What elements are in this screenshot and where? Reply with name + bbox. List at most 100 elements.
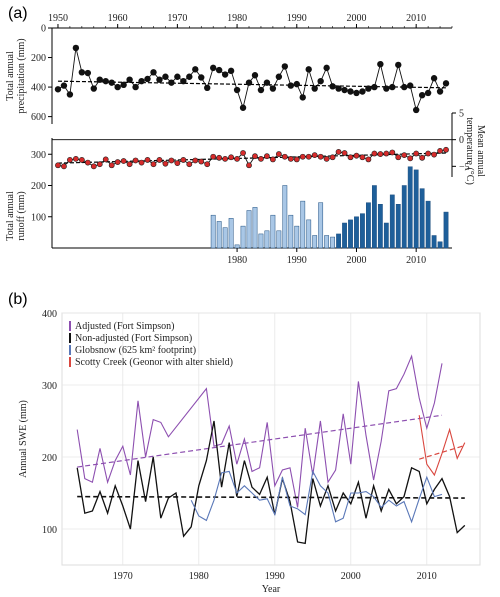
temp-point <box>246 162 252 169</box>
temp-point <box>419 154 426 161</box>
swe-legend-label: Non-adjusted (Fort Simpson) <box>75 333 192 344</box>
precip-point <box>401 83 408 91</box>
temp-point <box>108 162 115 169</box>
temp-point <box>210 153 217 160</box>
temp-point <box>72 155 79 162</box>
runoff-bar <box>252 207 258 249</box>
runoff-bar <box>413 169 419 249</box>
precip-point <box>263 79 271 86</box>
precip-point <box>54 86 62 93</box>
panel-b-label: (b) <box>8 291 28 308</box>
precip-point <box>436 88 444 95</box>
temp-point <box>329 154 336 161</box>
runoff-bar <box>270 214 276 249</box>
precip-point <box>84 69 92 77</box>
temp-point <box>317 153 324 160</box>
temp-point <box>216 154 223 161</box>
swe-y-tick-label: 100 <box>42 525 57 536</box>
swe-legend-label: Scotty Creek (Geonor with alter shield) <box>75 357 233 368</box>
swe-series-line <box>76 354 443 508</box>
precip-point <box>162 73 169 80</box>
swe-legend-label: Adjusted (Fort Simpson) <box>75 321 174 332</box>
swe-series-line <box>76 420 466 545</box>
temp-point <box>120 158 127 164</box>
precip-x-tick-label: 1960 <box>108 13 128 24</box>
runoff-bar <box>276 230 282 249</box>
precip-point <box>395 61 402 69</box>
precip-point <box>251 72 259 79</box>
temp-point <box>162 160 169 167</box>
temp-point <box>174 160 181 167</box>
temp-point <box>389 149 396 156</box>
precip-y-title: Total annualprecipitation (mm) <box>5 38 27 113</box>
runoff-bar <box>407 166 413 249</box>
swe-legend-marker <box>69 357 71 367</box>
temp-y-tick-label: −5 <box>459 162 470 173</box>
precip-point <box>204 84 211 92</box>
precip-point <box>239 104 247 111</box>
precip-point <box>227 67 235 75</box>
temp-point <box>61 163 67 170</box>
runoff-bar <box>360 213 365 249</box>
precip-point <box>132 83 139 91</box>
swe-x-tick-label: 2000 <box>341 571 361 582</box>
precip-series-line <box>57 47 447 112</box>
swe-legend-label: Globsnow (625 km² footprint) <box>75 345 196 356</box>
temp-point <box>90 163 97 170</box>
runoff-x-tick-label: 1990 <box>287 255 307 266</box>
runoff-bar <box>294 225 300 249</box>
temp-point <box>228 154 235 161</box>
temp-point <box>413 150 420 157</box>
precip-y-tick-label: 200 <box>31 53 46 64</box>
runoff-y-tick-label: 300 <box>31 150 46 161</box>
temp-point <box>96 161 103 168</box>
temp-point <box>144 157 151 163</box>
temp-point <box>365 156 372 163</box>
runoff-bar <box>222 227 228 249</box>
temp-point <box>353 152 360 159</box>
precip-x-tick-label: 1990 <box>287 13 307 24</box>
runoff-x-tick-label: 2000 <box>346 255 366 266</box>
temp-point <box>234 155 240 162</box>
runoff-bar <box>389 194 395 249</box>
precip-point <box>430 75 438 82</box>
precip-point <box>209 64 217 72</box>
runoff-bar <box>431 235 437 249</box>
runoff-bar <box>306 219 312 249</box>
runoff-bar <box>318 202 324 249</box>
runoff-y-title-line: runoff (mm) <box>16 191 27 241</box>
swe-y-title: Annual SWE (mm) <box>18 400 29 478</box>
swe-panel: 100 200 300 400 1970 1980 1990 2000 2010 Annual S… <box>18 309 481 595</box>
runoff-bar <box>366 202 371 249</box>
precip-point <box>377 60 384 68</box>
temp-point <box>204 161 211 168</box>
temp-point <box>341 150 348 156</box>
runoff-bar <box>282 185 288 249</box>
precip-point <box>221 71 229 78</box>
precip-point <box>418 92 426 99</box>
precip-point <box>359 88 366 95</box>
precip-point <box>293 80 300 88</box>
precip-point <box>66 91 74 98</box>
temp-point <box>198 158 205 165</box>
temp-point <box>180 157 187 163</box>
temp-point <box>299 153 306 160</box>
temp-point <box>401 152 408 159</box>
precip-point <box>305 66 312 73</box>
precip-point <box>281 63 289 70</box>
temp-point <box>192 157 199 164</box>
runoff-bar <box>246 210 252 249</box>
precip-y-title-line: Total annual <box>5 51 16 101</box>
precip-point <box>186 73 193 80</box>
temp-point <box>287 155 294 162</box>
runoff-bar <box>324 235 330 249</box>
temp-point <box>55 162 61 169</box>
temp-point <box>222 155 229 162</box>
swe-x-tick-label: 2010 <box>417 571 437 582</box>
temp-point <box>252 153 258 160</box>
temp-point <box>347 154 354 161</box>
precip-point <box>335 85 342 92</box>
temperature-panel: 50−5 Mean annualtemperature (°C) <box>52 109 486 185</box>
temp-y-title-line: temperature (°C) <box>464 117 475 185</box>
